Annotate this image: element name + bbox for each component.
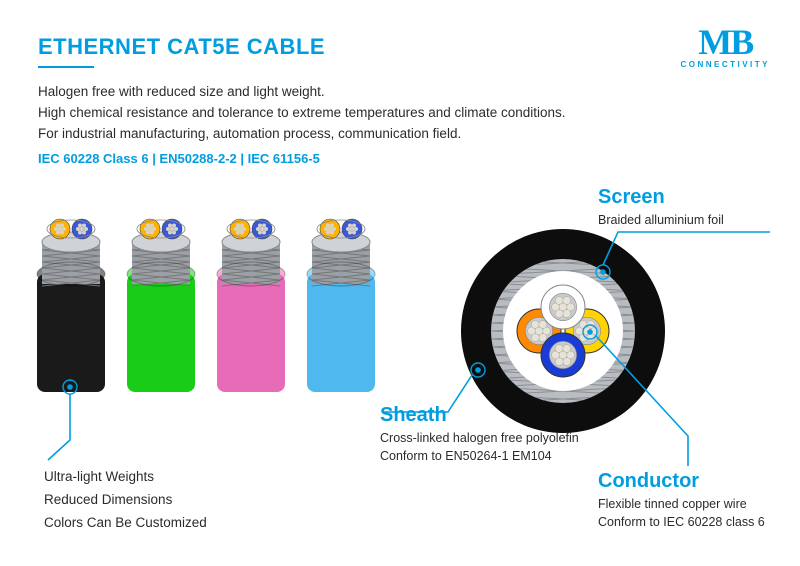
cable-svg (210, 212, 292, 392)
callout-title: Conductor (598, 470, 765, 493)
desc-line: Halogen free with reduced size and light… (38, 82, 770, 103)
cable-variant (210, 212, 292, 392)
callout-conductor: Conductor Flexible tinned copper wire Co… (598, 470, 765, 531)
description-block: Halogen free with reduced size and light… (38, 82, 770, 145)
desc-line: For industrial manufacturing, automation… (38, 124, 770, 145)
feature-item: Colors Can Be Customized (44, 512, 207, 535)
cable-variant (120, 212, 202, 392)
title-underline (38, 66, 94, 68)
callout-body: Braided alluminium foil (598, 211, 724, 229)
leader-cable-to-features (48, 380, 77, 460)
brand-sub: CONNECTIVITY (680, 60, 770, 69)
callout-screen: Screen Braided alluminium foil (598, 186, 724, 229)
cable-svg (30, 212, 112, 392)
feature-list: Ultra-light Weights Reduced Dimensions C… (44, 466, 207, 535)
page-title: ETHERNET CAT5E CABLE (38, 34, 770, 60)
page-root: MB CONNECTIVITY ETHERNET CAT5E CABLE Hal… (0, 0, 800, 566)
desc-line: High chemical resistance and tolerance t… (38, 103, 770, 124)
cable-variant (300, 212, 382, 392)
feature-item: Reduced Dimensions (44, 489, 207, 512)
callout-body: Flexible tinned copper wire Conform to I… (598, 495, 765, 531)
callout-sheath: Sheath Cross-linked halogen free polyole… (380, 404, 579, 465)
standards-line: IEC 60228 Class 6 | EN50288-2-2 | IEC 61… (38, 151, 770, 166)
cable-variant (30, 212, 112, 392)
brand-logo: MB CONNECTIVITY (680, 26, 770, 69)
cable-variants-row (30, 212, 382, 392)
callout-title: Sheath (380, 404, 579, 427)
callout-body: Cross-linked halogen free polyolefin Con… (380, 429, 579, 465)
cable-svg (120, 212, 202, 392)
feature-item: Ultra-light Weights (44, 466, 207, 489)
brand-main: MB (680, 26, 770, 58)
callout-title: Screen (598, 186, 724, 209)
cable-svg (300, 212, 382, 392)
